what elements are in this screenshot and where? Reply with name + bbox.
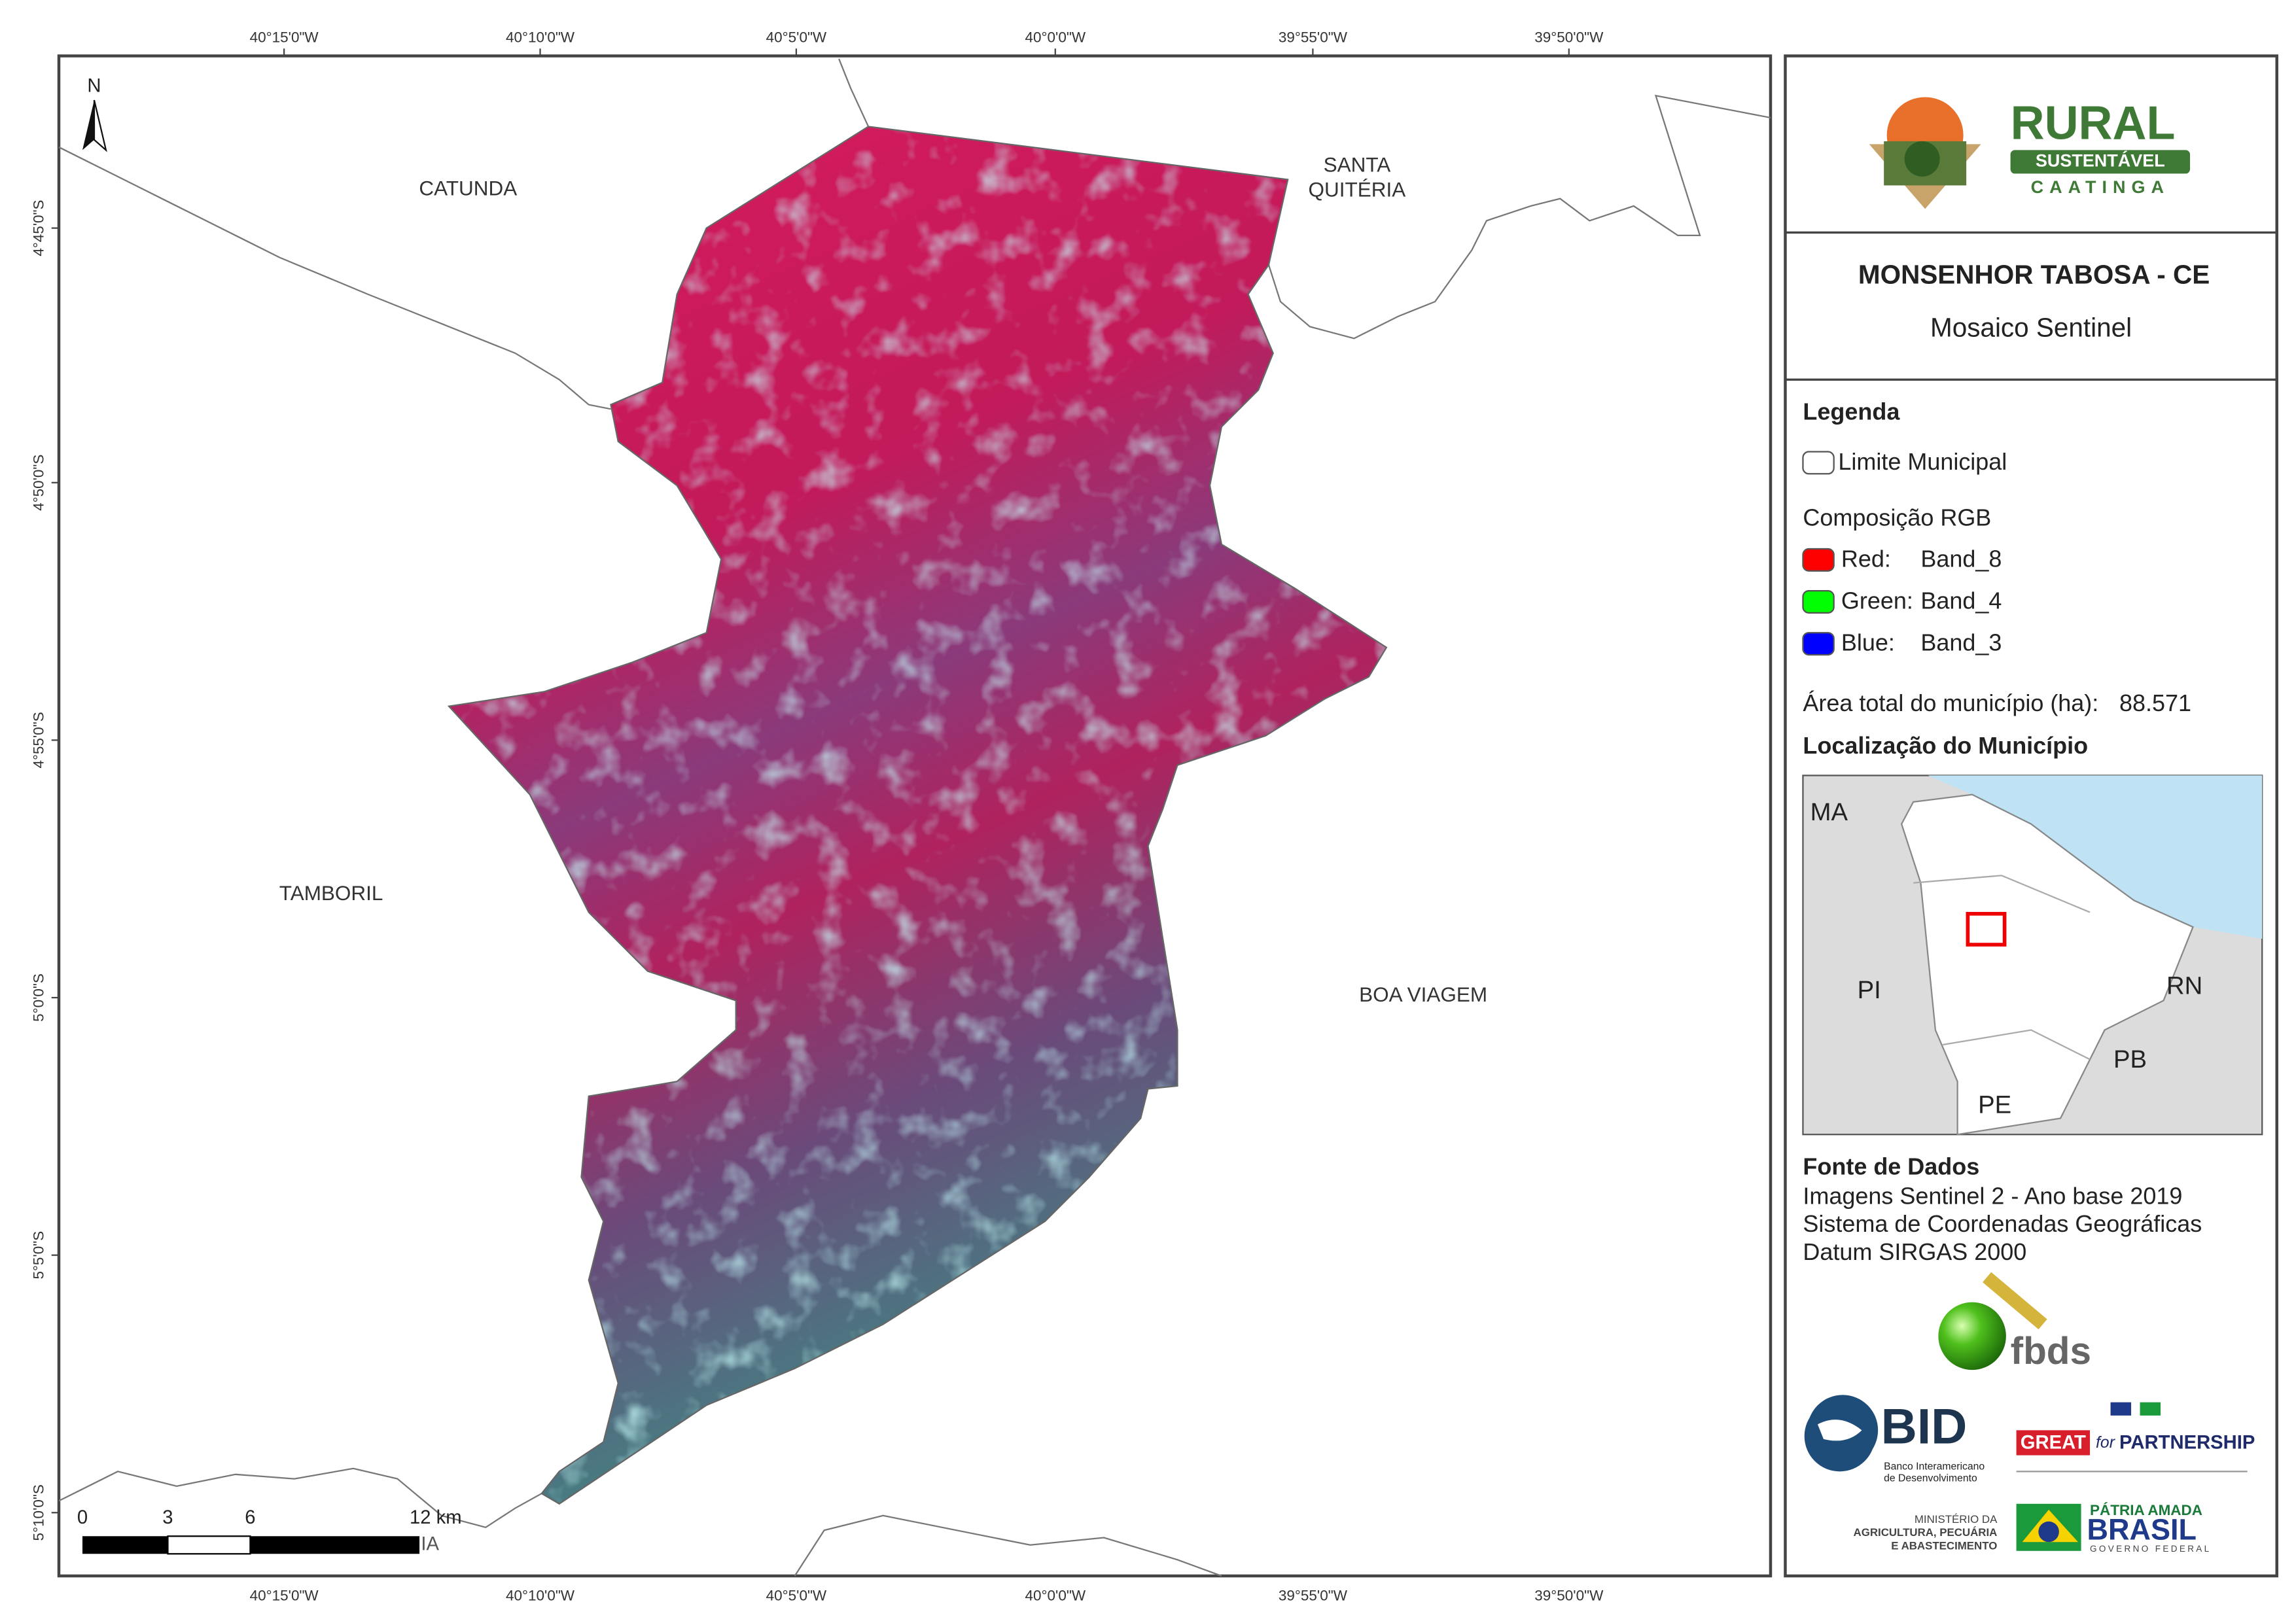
state-label: MA [1810,798,1848,826]
ministry: E ABASTECIMENTO [1891,1539,1997,1552]
governo: GOVERNO FEDERAL [2090,1544,2211,1554]
legend-subheading: Composição RGB [1803,504,1991,531]
source-line: Sistema de Coordenadas Geográficas [1803,1210,2202,1237]
logo-caatinga: CAATINGA [2031,177,2170,197]
state-label: PE [1978,1091,2011,1119]
municipal-boundaries [58,58,1771,1577]
scale-bar: 0 3 6 12 km IA [77,1507,462,1554]
scale-label: 12 km [410,1507,462,1528]
place-label: CATUNDA [419,176,517,200]
great-for: for [2096,1434,2116,1452]
area-value: 88.571 [2119,689,2191,716]
logo-sustentavel: SUSTENTÁVEL [2036,150,2165,171]
bid-name: Banco Interamericano [1884,1461,1985,1473]
band-name: Band_3 [1920,629,2002,656]
place-label: BOA VIAGEM [1359,983,1487,1006]
band-name: Band_4 [1920,587,2002,614]
band-swatch [1802,548,1835,572]
graticule-longitude: 40°15'0"W 40°15'0"W 40°10'0"W 40°10'0"W 40°5… [250,29,1604,1603]
band-label: Blue: [1841,629,1895,656]
great-partnership: PARTNERSHIP [2119,1432,2255,1453]
latitude-label: 4°45'0"S [31,200,47,256]
bid-name: de Desenvolvimento [1884,1473,1977,1484]
legend-bands: Red: Band_8 Green: Band_4 Blue: Band_3 [1802,545,2002,656]
bid-logo: BID [1881,1399,1968,1455]
brasil-logo: BRASIL [2087,1512,2197,1546]
longitude-label: 40°10'0"W [506,1587,575,1603]
source-line: Imagens Sentinel 2 - Ano base 2019 [1803,1182,2182,1209]
map-title: MONSENHOR TABOSA - CE [1858,260,2210,290]
band-label: Green: [1841,587,1913,614]
ministry: AGRICULTURA, PECUÁRIA [1854,1526,1998,1539]
sources-heading: Fonte de Dados [1803,1153,1979,1179]
state-label: RN [2166,971,2202,1000]
longitude-label: 39°55'0"W [1279,1587,1348,1603]
location-heading: Localização do Município [1803,732,2088,759]
scale-label: 3 [162,1507,173,1528]
longitude-label: 40°15'0"W [250,29,319,45]
longitude-label: 40°0'0"W [1025,29,1086,45]
great-logo: GREAT [2021,1432,2086,1453]
longitude-label: 40°5'0"W [766,29,827,45]
location-inset: MA PI RN PB PE [1802,775,2263,1136]
band-swatch [1802,589,1835,614]
longitude-label: 40°0'0"W [1025,1587,1086,1603]
ministry: MINISTÉRIO DA [1915,1513,1998,1526]
fbds-logo: fbds [2011,1330,2091,1372]
band-name: Band_8 [1920,545,2002,572]
map-subtitle: Mosaico Sentinel [1930,313,2132,343]
place-label: QUITÉRIA [1309,178,1406,201]
longitude-label: 40°10'0"W [506,29,575,45]
legend-heading: Legenda [1803,398,1900,425]
partner-logos: fbds BID Banco Interamericano de Desenvo… [1804,1272,2255,1554]
latitude-label: 5°10'0"S [31,1484,47,1541]
longitude-label: 39°50'0"W [1534,1587,1604,1603]
band-label: Red: [1841,545,1891,572]
latitude-label: 4°55'0"S [31,712,47,768]
area-label: Área total do município (ha): [1803,689,2098,716]
place-label: TAMBORIL [279,881,383,905]
north-label: N [87,75,101,96]
band-swatch [1802,632,1835,656]
scale-label: 0 [77,1507,88,1528]
legend-item: Limite Municipal [1838,448,2007,475]
latitude-label: 5°0'0"S [31,973,47,1022]
brasil-top: PÁTRIA AMADA [2090,1502,2202,1518]
latitude-label: 5°5'0"S [31,1231,47,1280]
rural-logo: RURAL SUSTENTÁVEL CAATINGA [1869,97,2191,209]
source-line: Datum SIRGAS 2000 [1803,1238,2026,1265]
scale-label: 6 [245,1507,255,1528]
state-label: PI [1858,976,1881,1004]
longitude-label: 39°55'0"W [1279,29,1348,45]
graticule-latitude: 4°45'0"S 4°50'0"S 4°55'0"S 5°0'0"S 5°5'0"S 5°… [31,200,60,1541]
legend-boundary-swatch [1802,451,1835,475]
scale-cut-text: IA [421,1534,439,1555]
latitude-label: 4°50'0"S [31,455,47,511]
longitude-label: 40°15'0"W [250,1587,319,1603]
place-label: SANTA [1324,152,1391,176]
logo-rural: RURAL [2011,97,2176,149]
state-label: PB [2113,1045,2147,1073]
longitude-label: 39°50'0"W [1534,29,1604,45]
longitude-label: 40°5'0"W [766,1587,827,1603]
